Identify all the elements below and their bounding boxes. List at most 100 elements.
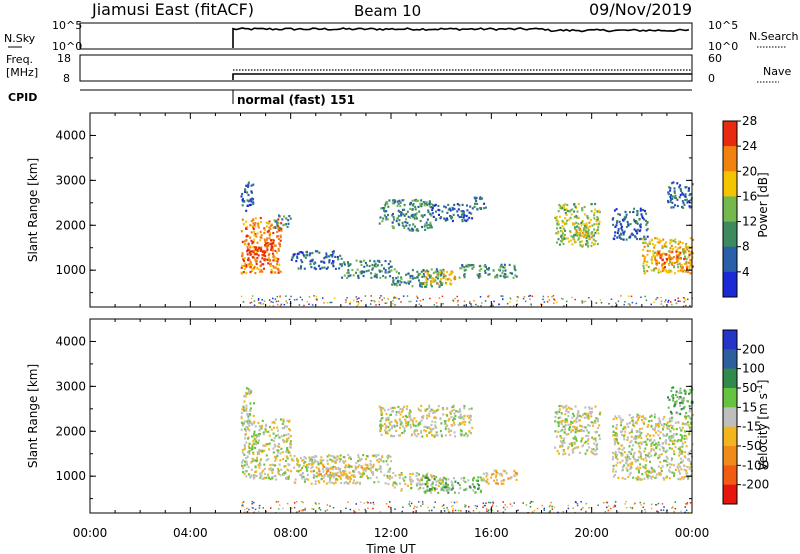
data-cell (644, 237, 647, 240)
data-cell (342, 471, 345, 474)
data-cell (393, 218, 395, 221)
data-cell (477, 479, 479, 482)
data-cell (259, 221, 262, 224)
data-cell (379, 424, 381, 427)
data-cell (451, 487, 454, 490)
data-cell (260, 248, 262, 251)
data-cell (615, 440, 618, 443)
data-cell (250, 239, 253, 242)
data-cell (639, 466, 642, 469)
data-cell (390, 407, 393, 410)
data-cell (500, 474, 503, 477)
data-cell (621, 448, 624, 451)
data-cell (245, 441, 248, 444)
data-cell (416, 429, 419, 432)
data-cell (254, 470, 257, 473)
data-cell (453, 491, 456, 494)
data-cell (246, 507, 248, 510)
data-cell (347, 463, 350, 466)
colorbar-swatch (723, 330, 737, 350)
data-cell (471, 426, 474, 430)
data-cell (267, 430, 270, 433)
data-cell (650, 454, 653, 457)
data-cell (358, 464, 361, 467)
data-cell (332, 260, 334, 263)
data-cell (480, 305, 482, 307)
data-cell (681, 242, 684, 245)
data-cell (529, 298, 531, 300)
data-cell (620, 237, 623, 240)
data-cell (689, 502, 692, 504)
colorbar-tick-label: -50 (742, 439, 762, 453)
data-cell (440, 435, 443, 438)
data-cell (675, 402, 678, 405)
data-cell (392, 280, 395, 283)
data-cell (565, 408, 568, 411)
data-cell (274, 225, 277, 229)
power-scatter (240, 181, 694, 308)
data-cell (477, 476, 480, 479)
data-cell (622, 427, 625, 430)
data-cell (670, 250, 673, 253)
data-cell (389, 501, 391, 503)
data-cell (410, 300, 412, 303)
colorbar-tick-label: 16 (742, 189, 757, 203)
data-cell (353, 299, 355, 302)
data-cell (437, 491, 440, 494)
data-cell (450, 416, 453, 419)
data-cell (259, 230, 262, 233)
data-cell (293, 466, 296, 469)
power-y-axis-label: Slant Range [km] (26, 158, 40, 262)
data-cell (658, 444, 661, 447)
data-cell (243, 508, 246, 511)
data-cell (450, 424, 453, 427)
data-cell (325, 252, 328, 255)
data-cell (256, 267, 259, 270)
data-cell (669, 261, 672, 264)
data-cell (660, 300, 663, 303)
data-cell (281, 422, 284, 425)
data-cell (676, 395, 679, 398)
data-cell (430, 283, 432, 286)
data-cell (285, 440, 288, 443)
data-cell (639, 223, 642, 226)
data-cell (679, 461, 682, 464)
data-cell (670, 457, 673, 460)
data-cell (664, 440, 667, 443)
data-cell (463, 434, 466, 437)
data-cell (629, 462, 632, 465)
data-cell (598, 223, 601, 226)
data-cell (688, 250, 690, 253)
data-cell (584, 406, 587, 409)
data-cell (288, 215, 291, 218)
data-cell (390, 269, 393, 272)
data-cell (423, 275, 426, 278)
data-cell (658, 253, 661, 256)
data-cell (658, 250, 661, 253)
data-cell (646, 227, 649, 231)
data-cell (579, 234, 582, 237)
data-cell (632, 476, 635, 479)
data-cell (327, 469, 330, 473)
data-cell (466, 263, 469, 267)
data-cell (676, 204, 679, 208)
data-cell (557, 430, 560, 433)
data-cell (566, 420, 569, 423)
data-cell (549, 504, 551, 507)
data-cell (315, 471, 318, 474)
data-cell (466, 433, 469, 436)
data-cell (570, 442, 573, 445)
data-cell (434, 421, 437, 424)
data-cell (251, 503, 253, 505)
data-cell (660, 253, 663, 256)
data-cell (668, 443, 671, 446)
data-cell (611, 458, 614, 461)
data-cell (462, 418, 465, 421)
data-cell (430, 423, 433, 427)
freq-trace (232, 73, 692, 80)
data-cell (672, 433, 675, 436)
data-cell (435, 210, 437, 213)
data-cell (240, 295, 243, 298)
data-cell (417, 433, 420, 436)
data-cell (591, 241, 593, 244)
